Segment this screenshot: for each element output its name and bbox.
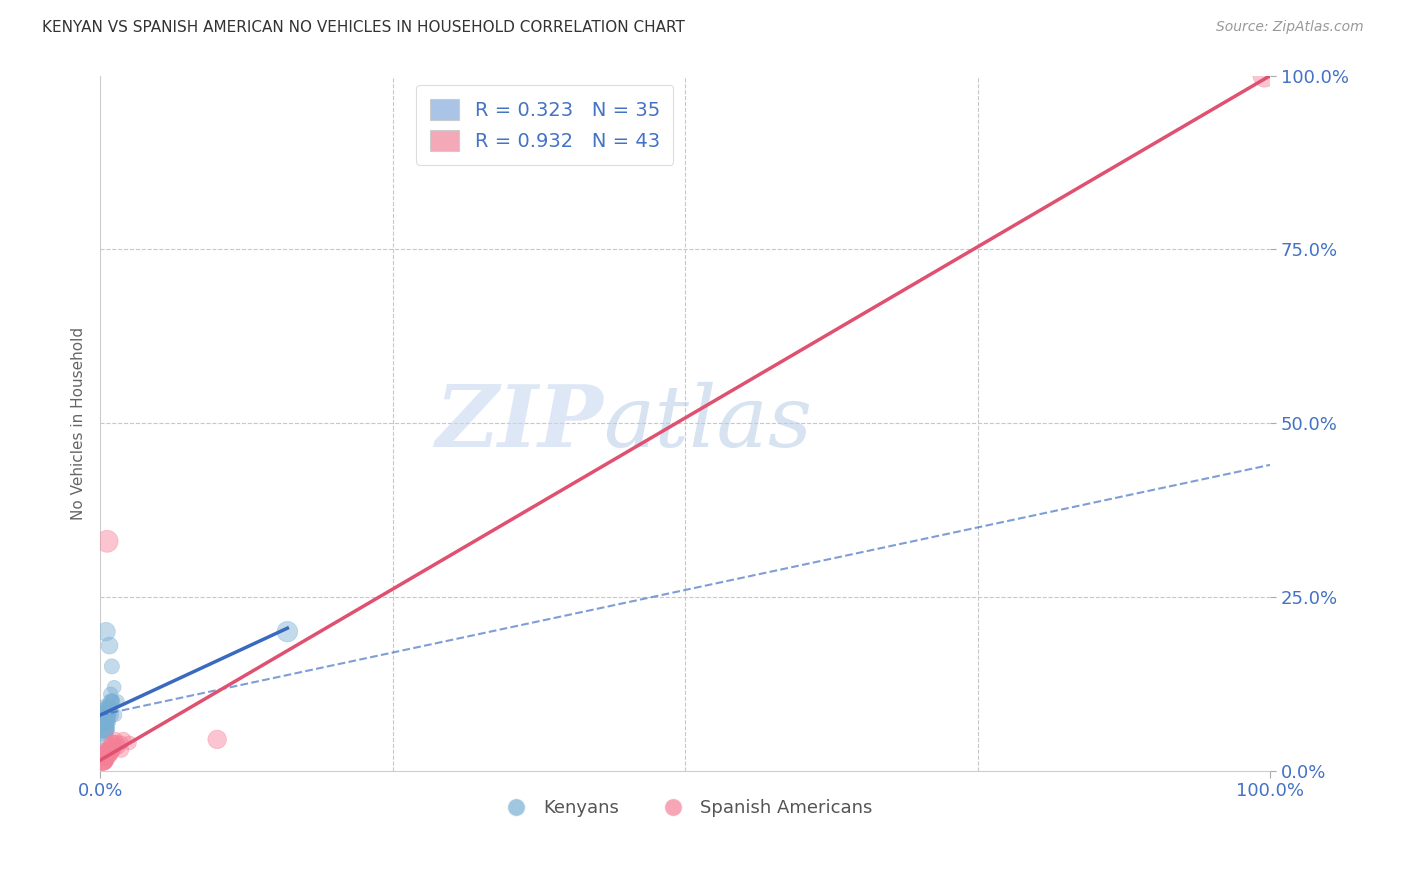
Legend: Kenyans, Spanish Americans: Kenyans, Spanish Americans [491,792,880,824]
Point [276,624,298,639]
Point [107,694,129,708]
Point [97,743,120,757]
Point [101,694,124,708]
Point [93,714,115,729]
Point [91,753,114,767]
Point [94,722,117,736]
Point [96,708,118,723]
Point [91,729,114,743]
Y-axis label: No Vehicles in Household: No Vehicles in Household [72,326,86,520]
Point [110,736,132,750]
Point [94,749,117,764]
Point [100,747,122,761]
Point [94,701,117,715]
Point [91,749,114,764]
Point [101,743,124,757]
Point [93,753,115,767]
Point [97,701,120,715]
Text: Source: ZipAtlas.com: Source: ZipAtlas.com [1216,20,1364,34]
Point [101,659,124,673]
Point [94,743,117,757]
Point [94,749,117,764]
Point [100,687,122,701]
Point [97,747,120,761]
Point [101,694,124,708]
Point [1253,69,1275,83]
Point [94,722,117,736]
Point [94,747,117,761]
Point [94,749,117,764]
Point [97,708,120,723]
Point [98,701,121,715]
Point [98,701,121,715]
Point [104,732,127,747]
Point [96,749,118,764]
Point [93,753,115,767]
Point [94,749,117,764]
Point [97,701,120,715]
Point [94,714,117,729]
Text: ZIP: ZIP [436,382,603,465]
Point [98,639,121,653]
Point [100,694,122,708]
Point [100,708,122,723]
Point [98,747,121,761]
Point [205,732,228,747]
Point [101,736,124,750]
Point [94,624,117,639]
Point [98,739,121,754]
Point [118,736,141,750]
Point [93,722,115,736]
Point [110,743,132,757]
Point [103,739,125,754]
Point [94,708,117,723]
Point [94,714,117,729]
Point [91,753,114,767]
Point [112,732,135,747]
Point [93,708,115,723]
Point [93,749,115,764]
Point [94,747,117,761]
Point [101,743,124,757]
Point [94,722,117,736]
Point [93,708,115,723]
Point [94,749,117,764]
Point [103,680,125,694]
Point [105,736,128,750]
Point [97,743,120,757]
Point [101,743,124,757]
Point [96,747,118,761]
Point [93,749,115,764]
Point [101,694,124,708]
Point [91,753,114,767]
Text: atlas: atlas [603,382,813,465]
Text: KENYAN VS SPANISH AMERICAN NO VEHICLES IN HOUSEHOLD CORRELATION CHART: KENYAN VS SPANISH AMERICAN NO VEHICLES I… [42,20,685,35]
Point [96,534,118,549]
Point [107,739,129,754]
Point [96,714,118,729]
Point [100,743,122,757]
Point [104,708,127,723]
Point [96,701,118,715]
Point [98,747,121,761]
Point [96,708,118,723]
Point [91,722,114,736]
Point [96,747,118,761]
Point [103,736,125,750]
